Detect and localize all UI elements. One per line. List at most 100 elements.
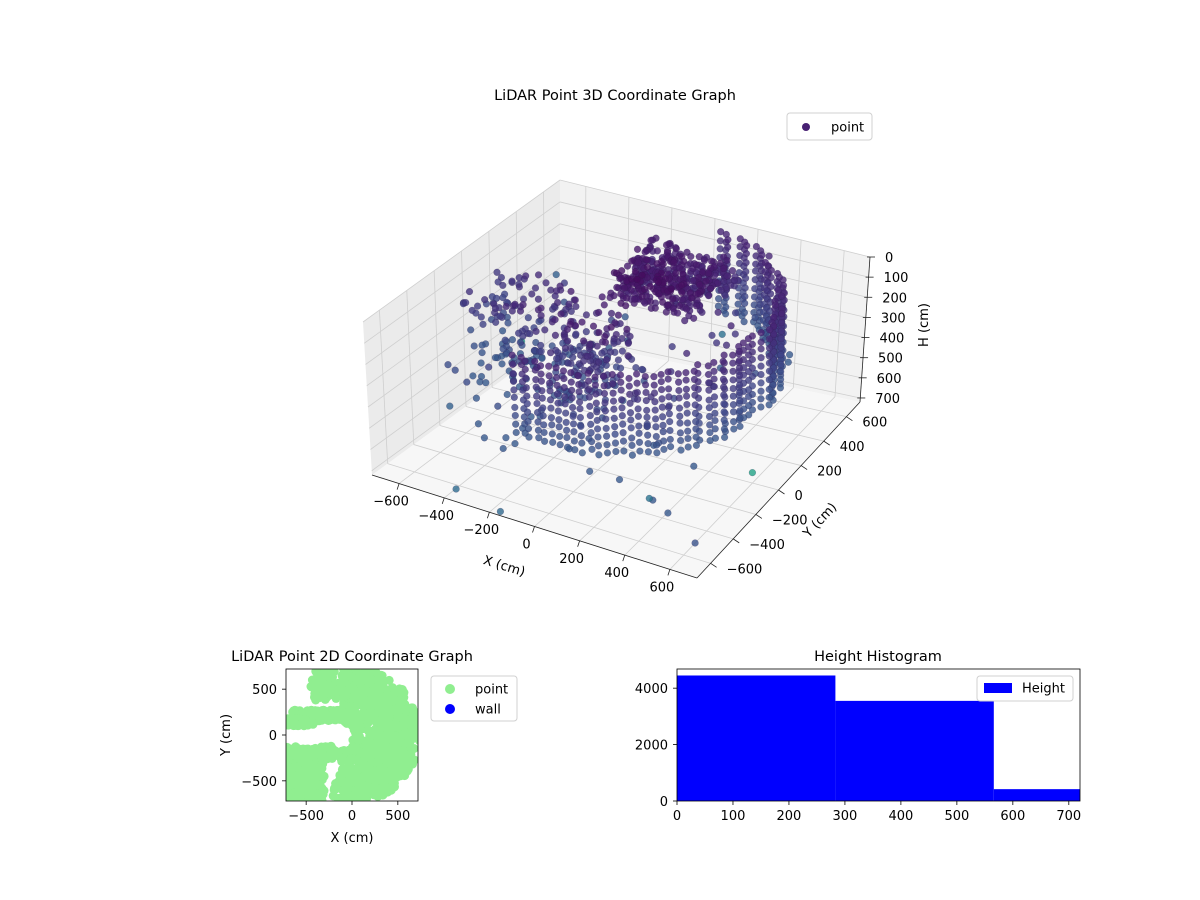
- point-3d: [538, 354, 546, 363]
- point-3d: [470, 342, 478, 350]
- point-3d: [651, 415, 660, 423]
- point-3d: [706, 284, 715, 293]
- y-tick-3d: [710, 563, 717, 568]
- point-3d: [585, 385, 593, 394]
- point-3d: [598, 349, 606, 357]
- point-3d: [602, 424, 610, 433]
- point-3d: [586, 411, 594, 420]
- point-3d: [676, 436, 685, 445]
- histogram-x-tick-label: 0: [673, 809, 681, 824]
- legend-2d-point-label: point: [475, 683, 508, 698]
- point-2d: [352, 755, 361, 765]
- point-3d: [611, 430, 619, 438]
- point-3d: [696, 281, 704, 289]
- point-2d: [379, 683, 388, 692]
- point-3d: [619, 429, 627, 437]
- point-3d: [575, 398, 584, 406]
- point-3d: [644, 448, 653, 456]
- point-2d: [321, 669, 331, 674]
- point-2d: [339, 711, 349, 721]
- point-2d: [348, 764, 358, 773]
- point-3d: [571, 296, 579, 304]
- point-2d: [373, 674, 383, 684]
- point-3d: [563, 443, 572, 451]
- point-3d: [566, 320, 574, 329]
- point-3d: [691, 391, 699, 399]
- point-3d: [720, 416, 728, 424]
- z-axis-label-3d: H (cm): [917, 303, 932, 347]
- grid-back-h: [559, 289, 864, 359]
- x-tick-label-3d: 0: [522, 538, 530, 553]
- point-3d: [682, 368, 690, 377]
- histogram-x-tick-label: 100: [721, 809, 746, 824]
- ticks-3d: −600 −400 −200 0 200 400 600 −600 −400 −200 0 200 40…: [373, 251, 908, 595]
- point-3d: [532, 383, 540, 391]
- point-3d: [650, 373, 658, 381]
- point-3d: [706, 421, 714, 429]
- point-3d: [643, 413, 651, 421]
- point-3d: [562, 418, 570, 427]
- point-3d: [731, 309, 740, 317]
- point-3d: [617, 396, 626, 404]
- point-3d: [729, 351, 737, 359]
- point-3d: [711, 409, 719, 417]
- point-3d: [676, 429, 685, 437]
- point-3d: [499, 281, 507, 290]
- point-3d: [586, 467, 594, 476]
- point-3d: [757, 329, 765, 337]
- point-3d: [601, 338, 610, 347]
- point-3d: [765, 252, 773, 260]
- point-3d: [650, 389, 659, 397]
- point-3d: [673, 309, 682, 317]
- point-3d: [714, 295, 723, 303]
- point-3d: [741, 284, 749, 292]
- grid-left-h: [365, 223, 561, 365]
- point-2d: [356, 788, 366, 798]
- point-2d: [384, 675, 394, 685]
- point-2d: [333, 793, 343, 801]
- legend-histogram-box: [976, 675, 1074, 702]
- point-3d: [757, 345, 765, 353]
- point-3d: [757, 362, 765, 370]
- y-tick-label-3d: −200: [772, 513, 808, 528]
- point-3d: [666, 426, 674, 435]
- point-3d: [562, 426, 571, 434]
- point-3d: [553, 390, 562, 398]
- point-3d: [626, 390, 634, 398]
- point-3d: [502, 302, 510, 311]
- point-3d: [545, 362, 553, 370]
- point-3d: [748, 468, 757, 477]
- point-3d: [593, 425, 602, 433]
- point-3d: [493, 268, 501, 276]
- point-3d: [613, 283, 621, 292]
- legend-2d-wall-marker: [445, 704, 455, 714]
- point-3d: [584, 369, 592, 378]
- point-3d: [728, 266, 737, 275]
- x-tick-label-2d: 0: [348, 809, 356, 824]
- y-tick-label-2d: −500: [241, 775, 277, 790]
- point-3d: [523, 392, 531, 400]
- point-3d: [777, 343, 785, 351]
- point-3d: [665, 402, 673, 410]
- point-3d: [684, 427, 692, 435]
- point-3d: [576, 405, 584, 413]
- point-3d: [650, 381, 658, 389]
- point-3d: [777, 319, 786, 327]
- point-3d: [565, 300, 573, 308]
- point-3d: [764, 262, 772, 270]
- point-3d: [691, 384, 699, 392]
- point-3d: [729, 392, 737, 400]
- point-3d: [618, 404, 626, 412]
- point-3d: [570, 437, 579, 445]
- point-3d: [735, 347, 743, 356]
- y-tick-label-3d: −600: [727, 562, 763, 577]
- point-3d: [742, 249, 751, 258]
- point-3d: [721, 291, 729, 299]
- point-3d: [742, 258, 750, 267]
- point-3d: [765, 335, 774, 343]
- point-3d: [729, 376, 737, 384]
- point-3d: [690, 462, 698, 470]
- point-3d: [642, 388, 650, 397]
- grid-left-h: [369, 289, 561, 429]
- point-3d: [736, 397, 744, 405]
